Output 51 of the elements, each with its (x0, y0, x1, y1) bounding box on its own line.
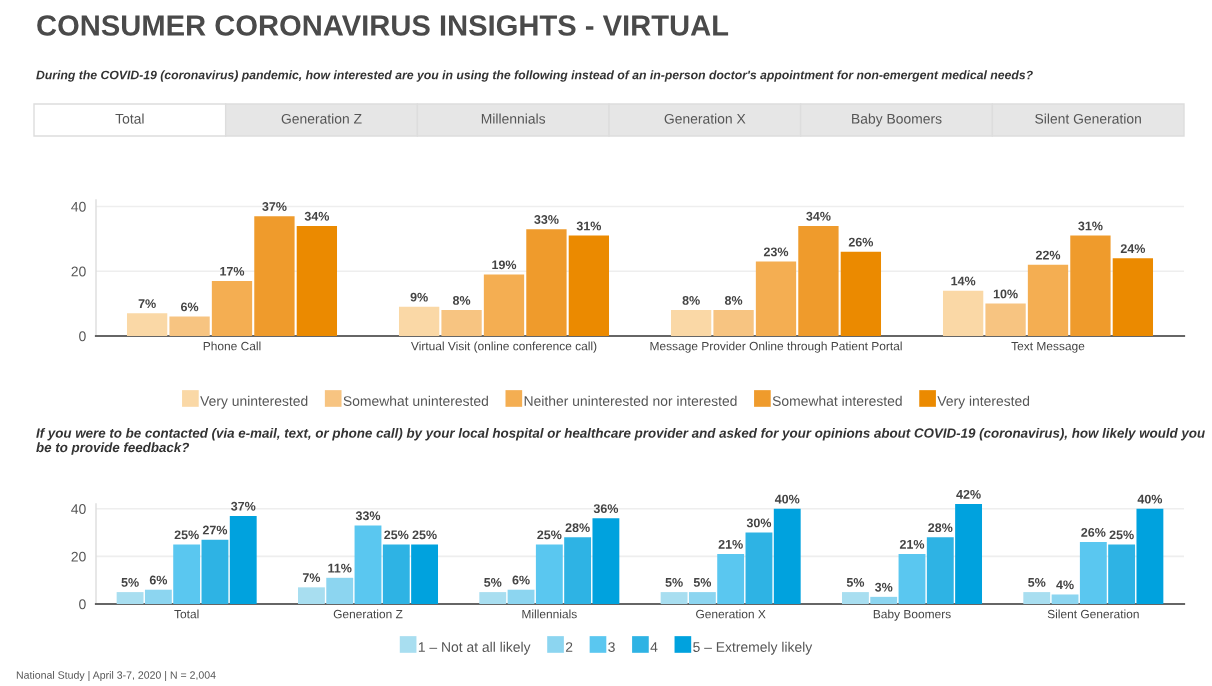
bar (568, 235, 610, 336)
bar (660, 592, 688, 604)
bar (169, 316, 210, 336)
bar (1079, 542, 1107, 604)
bar (1108, 544, 1136, 604)
bar (670, 310, 712, 336)
bar (116, 592, 144, 604)
bar (411, 544, 439, 604)
bar (955, 504, 983, 604)
bar (382, 544, 410, 604)
bar (592, 518, 620, 604)
bar (985, 303, 1026, 336)
bar (755, 261, 797, 336)
bar (211, 280, 253, 336)
bar (398, 306, 440, 336)
bar (564, 537, 592, 604)
bar (1023, 592, 1051, 604)
bar (441, 310, 482, 336)
bar (717, 554, 745, 604)
bar (173, 544, 201, 604)
bar (483, 274, 525, 336)
bar (479, 592, 507, 604)
bar (926, 537, 954, 604)
bar (229, 515, 257, 604)
bar (326, 577, 354, 604)
bar (798, 225, 839, 336)
bar (713, 310, 754, 336)
bar (296, 225, 338, 336)
bar (942, 290, 984, 336)
bar (688, 592, 716, 604)
bar (254, 216, 295, 336)
chart-title: CONSUMER CORONAVIRUS INSIGHTS - VIRTUAL (37, 15, 729, 36)
bar (354, 525, 382, 604)
bar (1070, 235, 1111, 336)
bar (126, 313, 168, 336)
bar (201, 539, 229, 604)
bar (535, 544, 563, 604)
bar (745, 532, 773, 604)
bar (1136, 508, 1164, 604)
bar (840, 251, 882, 336)
bar (898, 554, 926, 604)
bar (1051, 594, 1079, 604)
bar (526, 229, 567, 336)
bar (507, 589, 535, 604)
bar (870, 596, 898, 604)
bar (1027, 264, 1069, 336)
bar (297, 587, 325, 604)
bar (841, 592, 869, 604)
bar (1112, 258, 1154, 336)
bar (144, 589, 172, 604)
bar (773, 508, 801, 604)
